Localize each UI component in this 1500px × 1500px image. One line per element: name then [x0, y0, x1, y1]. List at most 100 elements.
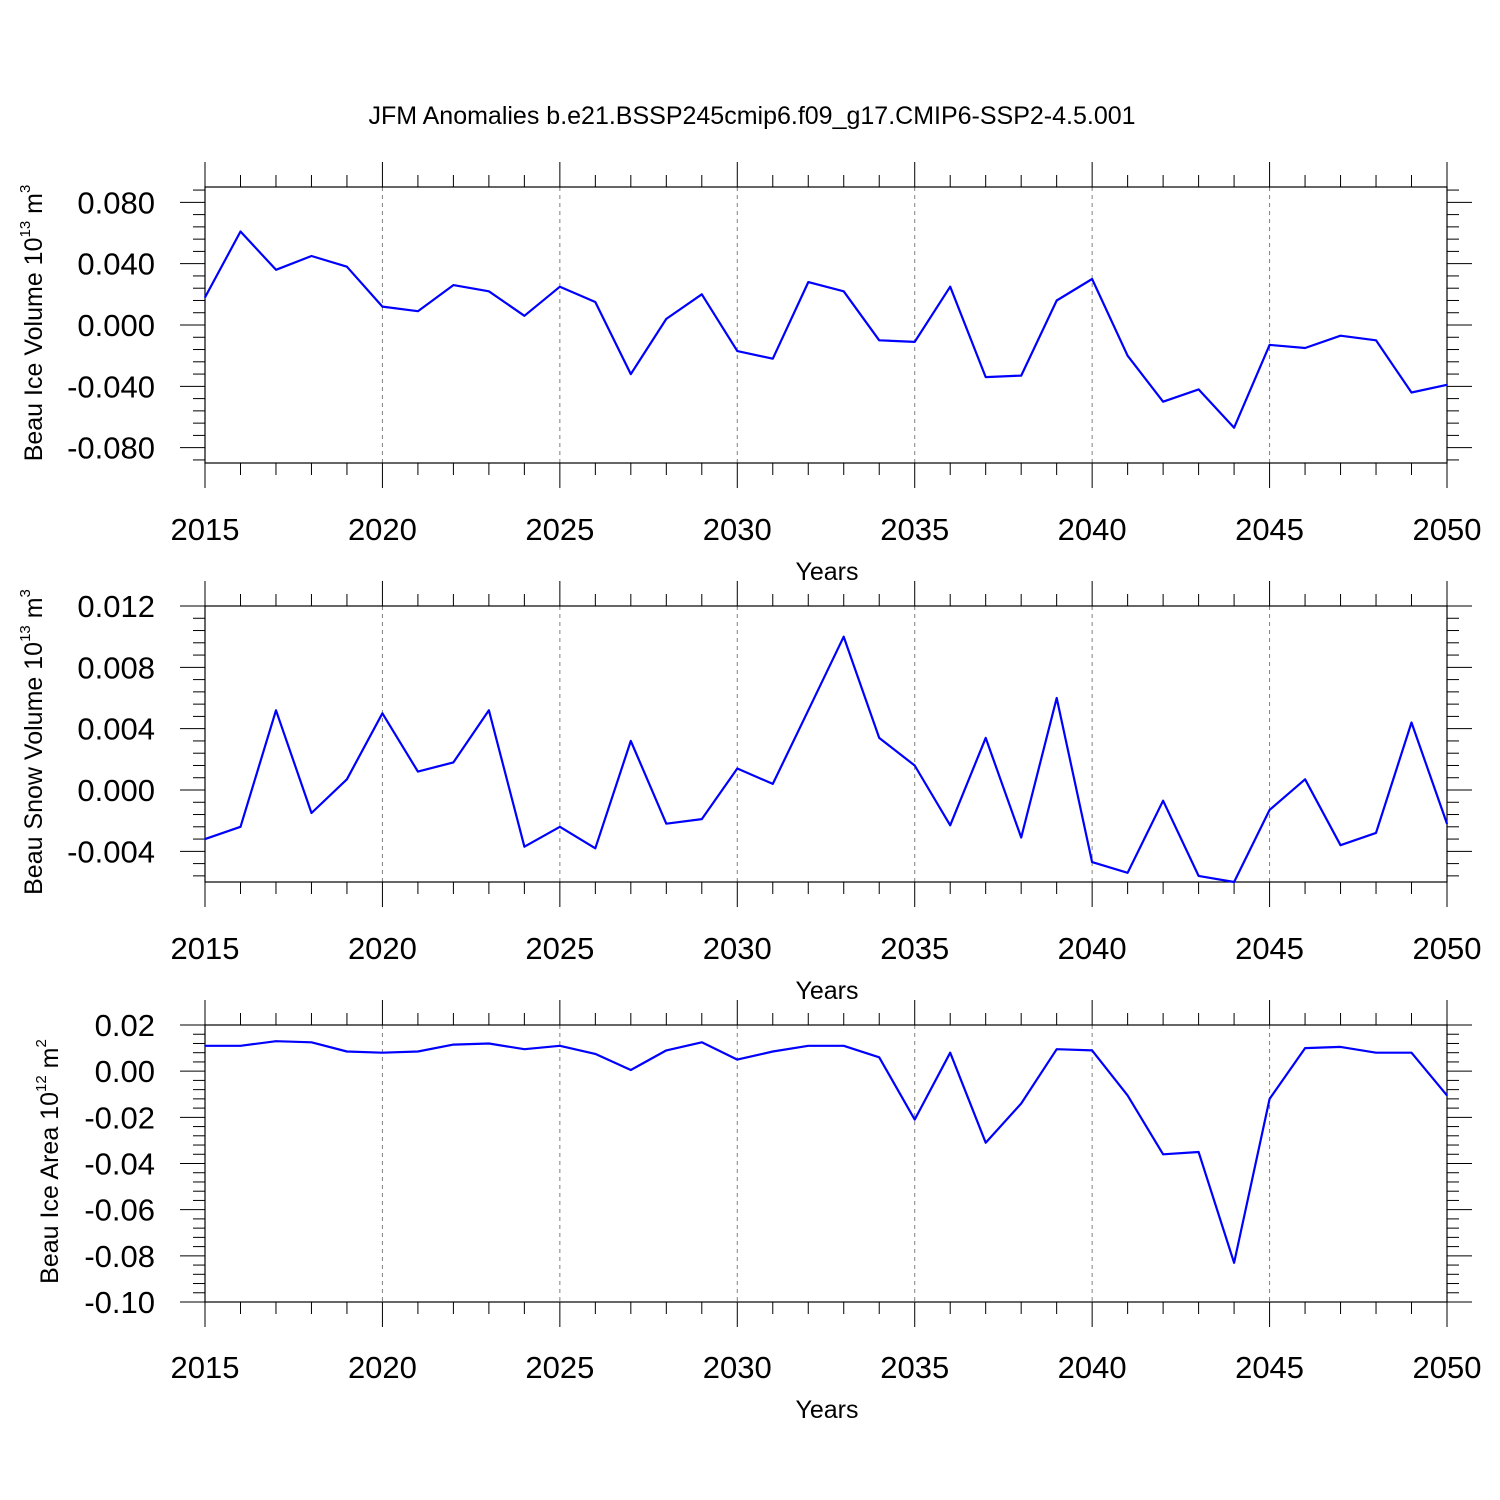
data-point-2041	[1126, 872, 1129, 874]
data-point-2031	[771, 1050, 774, 1053]
x-tick-label-2040: 2040	[1058, 1350, 1127, 1385]
data-point-2037	[984, 1141, 987, 1144]
data-point-2036	[949, 824, 951, 827]
data-point-2026	[594, 847, 597, 850]
data-point-2015	[204, 1044, 206, 1047]
x-tick-label-2015: 2015	[171, 1350, 240, 1385]
data-point-2025	[559, 826, 561, 828]
panel-ice-area: -0.10 -0.08 -0.06 -0.04 -0.02 0.00 0.02 2015 202…	[33, 1000, 1481, 1424]
data-point-2045	[1268, 1098, 1271, 1100]
x-tick-label-2050: 2050	[1413, 931, 1482, 966]
data-point-2029	[701, 818, 703, 820]
data-point-2036	[949, 1051, 951, 1054]
x-tick-label-2040: 2040	[1058, 931, 1127, 966]
plot-frame	[204, 1024, 1448, 1303]
y-tick-label: 0.012	[77, 589, 155, 624]
y-axis-label-unit-exponent: 3	[17, 589, 34, 597]
data-point-2033	[842, 290, 845, 293]
data-point-2039	[1055, 299, 1058, 302]
data-point-2048	[1375, 832, 1377, 834]
data-point-2016	[239, 230, 242, 233]
data-point-2038	[1020, 1102, 1022, 1105]
data-point-2031	[771, 357, 774, 360]
data-point-2028	[665, 822, 668, 825]
data-point-2033	[842, 635, 845, 638]
y-axis-label-text: Beau Snow Volume 10	[20, 642, 48, 895]
data-point-2025	[559, 285, 561, 288]
data-point-2029	[701, 293, 703, 296]
data-point-2040	[1091, 278, 1093, 280]
series-line-beau-ice-volume	[204, 230, 1448, 429]
chart-title: JFM Anomalies b.e21.BSSP245cmip6.f09_g17…	[368, 102, 1135, 130]
data-point-2043	[1197, 1151, 1200, 1153]
data-point-2032	[807, 281, 810, 283]
data-point-2018	[310, 812, 313, 814]
data-point-2050	[1446, 384, 1448, 386]
data-point-2047	[1339, 844, 1342, 846]
data-point-2017	[275, 269, 277, 271]
data-point-2046	[1304, 347, 1306, 349]
series-line-beau-ice-area	[205, 1040, 1448, 1264]
data-point-2042	[1162, 799, 1164, 802]
y-axis-label-unit-exponent: 2	[33, 1039, 50, 1047]
data-point-2050	[1446, 822, 1448, 825]
data-point-2026	[594, 301, 597, 303]
data-point-2031	[771, 783, 774, 785]
data-point-2032	[807, 1044, 810, 1047]
x-tick-label-2045: 2045	[1235, 1350, 1304, 1385]
x-tick-label-2040: 2040	[1058, 512, 1127, 547]
y-tick-label: 0.02	[95, 1008, 155, 1043]
y-tick-label: 0.000	[77, 308, 155, 343]
data-point-2046	[1304, 1047, 1306, 1049]
data-point-2022	[452, 284, 455, 286]
data-point-2045	[1268, 344, 1271, 346]
data-point-2024	[523, 845, 526, 848]
y-tick-label: -0.08	[84, 1239, 155, 1274]
data-point-2047	[1339, 1046, 1342, 1048]
x-tick-label-2030: 2030	[703, 1350, 772, 1385]
data-point-2018	[310, 255, 313, 257]
x-tick-label-2045: 2045	[1235, 931, 1304, 966]
y-axis-label: Beau Snow Volume 1013 m3	[17, 589, 48, 895]
data-point-2034	[878, 737, 881, 739]
data-point-2026	[594, 1053, 597, 1055]
data-point-2044	[1233, 1261, 1235, 1264]
data-point-2049	[1410, 1051, 1413, 1054]
y-tick-label: -0.10	[84, 1285, 155, 1320]
data-point-2015	[204, 296, 206, 299]
panel-snow-volume: -0.004 0.000 0.004 0.008 0.012 2015 2020 2025 20…	[17, 581, 1481, 1005]
data-point-2039	[1055, 1048, 1058, 1051]
data-point-2034	[878, 339, 881, 342]
y-axis-label-text: Beau Ice Area 10	[36, 1092, 64, 1284]
data-point-2017	[275, 1040, 277, 1042]
x-tick-label-2030: 2030	[703, 931, 772, 966]
data-point-2042	[1162, 400, 1164, 403]
y-tick-label: -0.040	[67, 369, 155, 404]
data-point-2021	[417, 770, 419, 773]
data-point-2023	[488, 709, 490, 712]
data-point-2049	[1410, 391, 1413, 394]
y-tick-label: 0.040	[77, 247, 155, 282]
data-point-2042	[1162, 1153, 1164, 1156]
data-point-2020	[381, 1051, 384, 1054]
data-point-2030	[736, 350, 739, 352]
data-point-2015	[204, 838, 206, 840]
x-tick-label-2020: 2020	[348, 1350, 417, 1385]
data-point-2037	[984, 376, 987, 378]
x-tick-label-2035: 2035	[880, 931, 949, 966]
x-tick-label-2035: 2035	[880, 512, 949, 547]
series-line-beau-snow-volume	[204, 635, 1449, 884]
data-point-2024	[523, 315, 526, 317]
data-point-2039	[1055, 697, 1058, 699]
x-tick-label-2025: 2025	[525, 1350, 594, 1385]
data-point-2027	[630, 1069, 632, 1071]
y-tick-label: -0.06	[84, 1193, 155, 1228]
data-point-2020	[381, 712, 384, 715]
data-point-2022	[452, 761, 455, 764]
data-point-2036	[949, 285, 951, 288]
data-point-2030	[736, 767, 739, 770]
data-point-2021	[417, 1050, 419, 1053]
data-point-2023	[488, 1042, 490, 1045]
x-tick-label-2030: 2030	[703, 512, 772, 547]
data-point-2027	[630, 740, 632, 742]
